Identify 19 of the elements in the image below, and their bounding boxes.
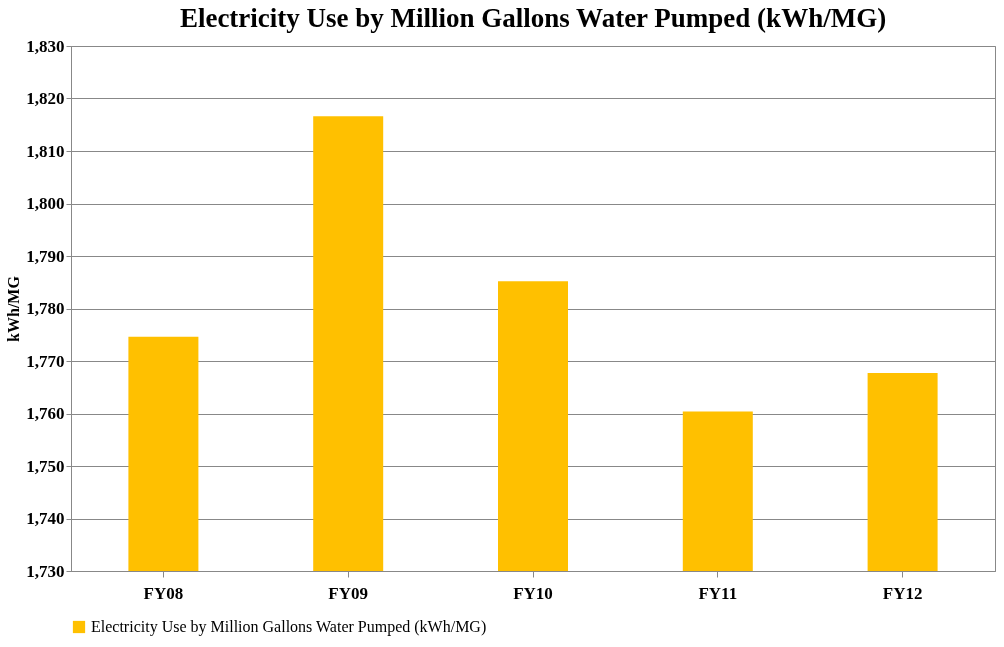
x-tick-label: FY10 — [513, 583, 553, 603]
y-tick-label: 1,820 — [26, 89, 65, 108]
chart-title: Electricity Use by Million Gallons Water Pumped (kWh/MG) — [179, 3, 887, 33]
x-tick-label: FY11 — [698, 583, 738, 603]
y-tick-label: 1,740 — [26, 509, 65, 528]
x-tick-label: FY12 — [882, 583, 923, 603]
y-tick-label: 1,790 — [26, 246, 65, 266]
y-tick-label: 1,800 — [26, 194, 65, 213]
y-tick-label: 1,780 — [26, 299, 65, 318]
y-tick-label: 1,750 — [26, 456, 65, 476]
y-tick-label: 1,760 — [26, 404, 65, 423]
y-axis-title: kWh/MG — [5, 275, 23, 342]
y-tick-label: 1,730 — [26, 561, 65, 581]
x-tick-label: FY09 — [328, 583, 369, 603]
y-tick-label: 1,810 — [26, 141, 65, 161]
y-tick-label: 1,770 — [26, 351, 65, 371]
x-tick-label: FY08 — [143, 583, 184, 603]
y-tick-label: 1,830 — [26, 36, 65, 56]
legend-label: Electricity Use by Million Gallons Water Pumped (kWh/MG) — [91, 618, 487, 636]
